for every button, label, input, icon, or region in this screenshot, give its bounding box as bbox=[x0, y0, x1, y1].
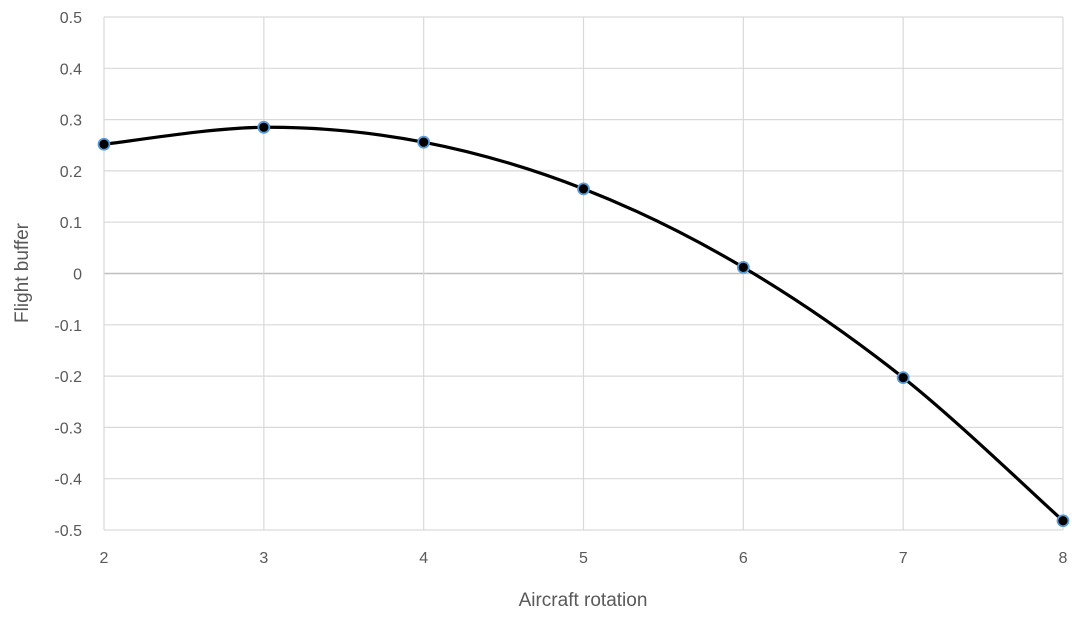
x-tick-label: 6 bbox=[739, 550, 748, 567]
y-tick-label: -0.1 bbox=[54, 318, 82, 335]
data-point bbox=[896, 371, 910, 385]
data-point bbox=[417, 135, 431, 149]
x-axis-title: Aircraft rotation bbox=[519, 590, 648, 611]
y-axis-title: Flight buffer bbox=[12, 222, 33, 323]
y-tick-label: 0.1 bbox=[60, 215, 82, 232]
data-point bbox=[97, 137, 111, 151]
y-tick-label: 0.4 bbox=[60, 61, 82, 78]
y-tick-label: 0.2 bbox=[60, 164, 82, 181]
data-markers bbox=[97, 120, 1070, 528]
y-tick-label: -0.5 bbox=[54, 523, 82, 540]
data-point bbox=[1056, 514, 1070, 528]
data-point bbox=[257, 120, 271, 134]
y-axis-ticks: 0.5 0.4 0.3 0.2 0.1 0 -0.1 -0.2 -0.3 -0.4 -0.5 bbox=[54, 10, 82, 540]
y-tick-label: 0.3 bbox=[60, 113, 82, 130]
x-tick-label: 7 bbox=[899, 550, 908, 567]
x-tick-label: 5 bbox=[579, 550, 588, 567]
x-tick-label: 2 bbox=[100, 550, 109, 567]
y-tick-label: -0.3 bbox=[54, 420, 82, 437]
x-tick-label: 4 bbox=[419, 550, 428, 567]
y-tick-label: -0.2 bbox=[54, 369, 82, 386]
y-tick-label: -0.4 bbox=[54, 472, 82, 489]
y-tick-label: 0.5 bbox=[60, 10, 82, 27]
y-tick-label: 0 bbox=[73, 267, 82, 284]
gridlines bbox=[103, 16, 1064, 531]
x-tick-label: 8 bbox=[1059, 550, 1068, 567]
data-point bbox=[736, 260, 750, 274]
data-point bbox=[577, 182, 590, 196]
x-axis-ticks: 2 3 4 5 6 7 8 bbox=[100, 550, 1068, 567]
x-tick-label: 3 bbox=[259, 550, 268, 567]
